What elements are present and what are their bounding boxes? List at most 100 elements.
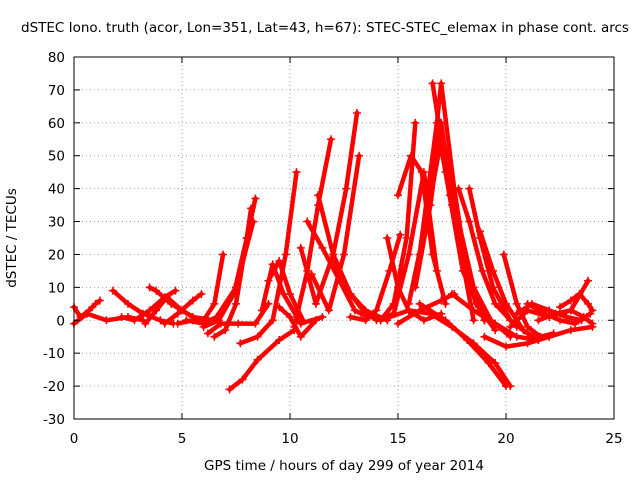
data-point [253,355,262,364]
y-tick-label: 40 [48,182,65,198]
chart-title: dSTEC Iono. truth (acor, Lon=351, Lat=43… [21,20,629,36]
data-point [404,250,413,259]
data-point [443,145,452,154]
x-tick-label: 20 [497,431,514,447]
data-point [95,296,104,305]
series-39 [415,299,510,391]
data-point [296,332,305,341]
data-point [428,250,437,259]
y-tick-label: 10 [48,280,65,296]
data-point [523,322,532,331]
series-20 [307,151,364,315]
data-point [108,286,117,295]
axis-ticks: -30 -20 -10 0 10 20 30 40 50 60 70 80 0 5 10 15 20 25 [43,50,623,447]
y-tick-label: 60 [48,116,65,132]
data-point [290,322,299,331]
data-point [82,309,91,318]
data-point [91,299,100,308]
y-axis-label: dSTEC / TECUs [4,188,20,288]
data-point [551,309,560,318]
x-tick-label: 10 [281,431,298,447]
series-line [309,153,362,313]
data-point [210,299,219,308]
data-point [329,257,338,266]
data-point [383,234,392,242]
data-point [152,306,161,315]
data-point [394,319,402,328]
data-point [247,204,256,213]
data-point [281,250,290,259]
data-point [469,316,478,325]
data-point [372,306,381,315]
data-point [292,168,301,177]
y-tick-label: 30 [48,215,65,231]
data-point [117,312,126,321]
data-point [145,283,154,292]
series-line [359,120,418,323]
y-tick-label: 80 [48,50,65,66]
data-point [160,319,169,328]
data-point [221,326,230,335]
data-point [264,276,273,285]
data-point [167,299,176,308]
data-point [327,135,336,144]
data-point [275,257,284,266]
data-point [588,306,597,315]
data-point [394,191,402,200]
data-point [253,332,262,341]
data-point [251,194,260,203]
data-point [197,289,206,298]
series-line [292,137,334,330]
series-41 [448,289,543,345]
data-point [298,316,307,325]
series-line [330,258,390,323]
data-point [152,286,161,295]
x-tick-label: 15 [389,431,406,447]
data-point [275,303,284,312]
data-point [422,217,431,226]
data-point [411,118,420,127]
data-point [469,306,478,315]
data-point [566,326,575,335]
data-point [512,332,521,341]
data-point [182,316,191,325]
grid [74,57,614,419]
data-point [437,296,446,305]
data-point [441,316,450,325]
data-point [236,339,245,348]
data-point [463,336,472,345]
series-12 [225,326,299,394]
y-tick-label: -30 [43,412,65,428]
data-point [502,342,510,351]
data-point [411,283,420,292]
data-point [171,286,180,295]
series-3 [117,286,180,325]
x-tick-label: 5 [178,431,187,447]
data-point [210,332,219,341]
data-point [394,283,402,292]
plot-frame [73,56,615,420]
series-46 [556,289,597,315]
data-point [428,79,437,88]
data-point [523,339,532,348]
data-point [556,303,564,312]
data-point [102,316,111,325]
data-point [588,319,597,328]
data-point [489,283,498,292]
data-point [502,382,510,391]
data-point [417,168,426,177]
data-point [275,336,284,345]
data-point [352,108,361,117]
data-point [296,243,305,252]
data-point [465,217,474,226]
y-tick-label: 20 [48,247,65,263]
data-point [303,217,312,226]
data-point [454,184,463,193]
data-point [489,266,498,275]
data-point [566,306,575,315]
data-point [502,299,510,308]
series-layer [70,79,597,394]
y-tick-label: 70 [48,83,65,99]
series-6 [160,289,206,328]
